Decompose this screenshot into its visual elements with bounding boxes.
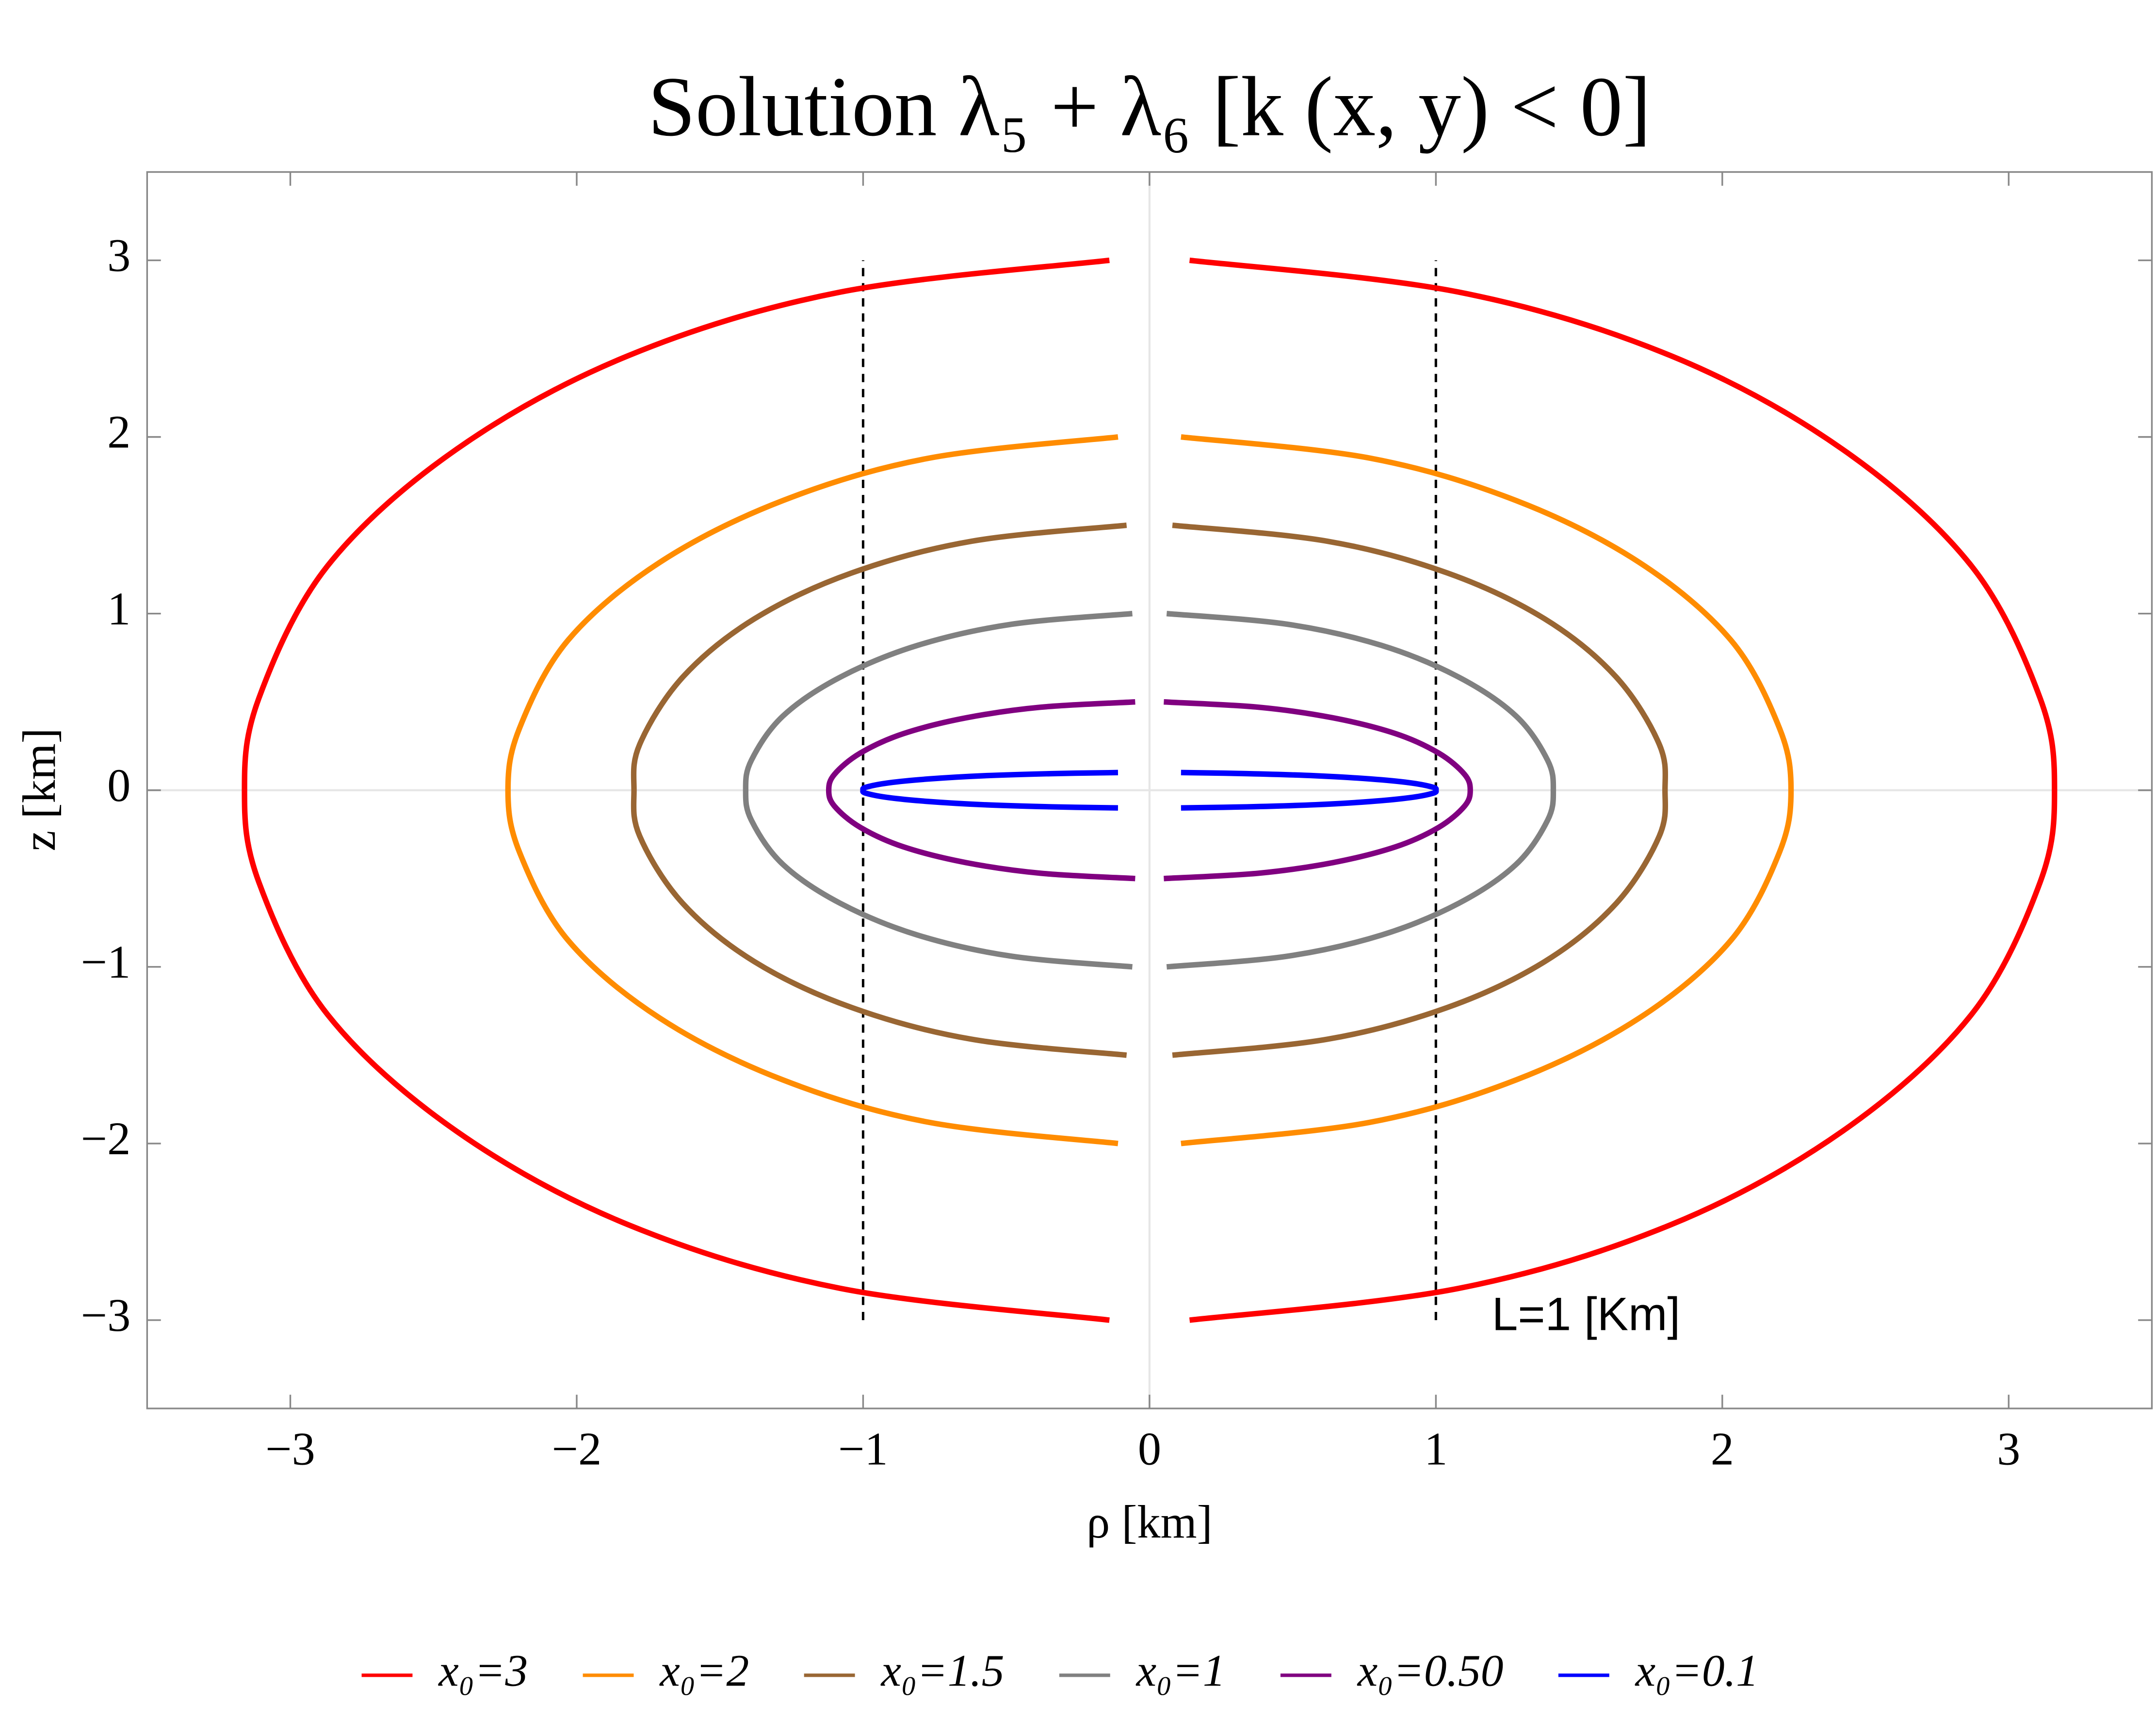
annotation: L=1 [Km]: [1492, 1288, 1680, 1340]
legend-label: x₀=1.5: [880, 1646, 1004, 1696]
data-line: [860, 769, 1439, 811]
x-tick-label: 3: [1997, 1423, 2020, 1475]
data-line: [242, 257, 2058, 1323]
y-tick-label: 3: [107, 229, 130, 281]
legend-label: x₀=2: [659, 1646, 749, 1696]
legend-label: x₀=1: [1135, 1646, 1226, 1696]
x-tick-label: −3: [265, 1423, 315, 1475]
y-tick-label: 1: [107, 583, 130, 635]
x-tick-label: −1: [838, 1423, 888, 1475]
x-tick-label: 1: [1424, 1423, 1447, 1475]
chart-title: Solution λ₅ + λ₆ [k (x, y) < 0]: [648, 60, 1651, 154]
data-line: [505, 434, 1794, 1146]
legend-label: x₀=0.1: [1635, 1646, 1759, 1696]
data-line: [631, 523, 1669, 1058]
x-tick-label: −2: [552, 1423, 602, 1475]
x-axis-label: ρ [km]: [1086, 1496, 1213, 1548]
x-tick-label: 2: [1711, 1423, 1734, 1475]
y-axis-label: z [km]: [13, 728, 65, 851]
data-line: [826, 699, 1473, 882]
y-tick-label: −2: [81, 1113, 131, 1164]
y-tick-label: −1: [81, 936, 131, 988]
y-tick-label: 0: [107, 759, 130, 811]
data-line: [743, 611, 1556, 970]
y-tick-label: −3: [81, 1289, 131, 1341]
legend-label: x₀=0.50: [1357, 1646, 1504, 1696]
legend-label: x₀=3: [438, 1646, 528, 1696]
y-tick-label: 2: [107, 406, 130, 458]
x-tick-label: 0: [1138, 1423, 1161, 1475]
